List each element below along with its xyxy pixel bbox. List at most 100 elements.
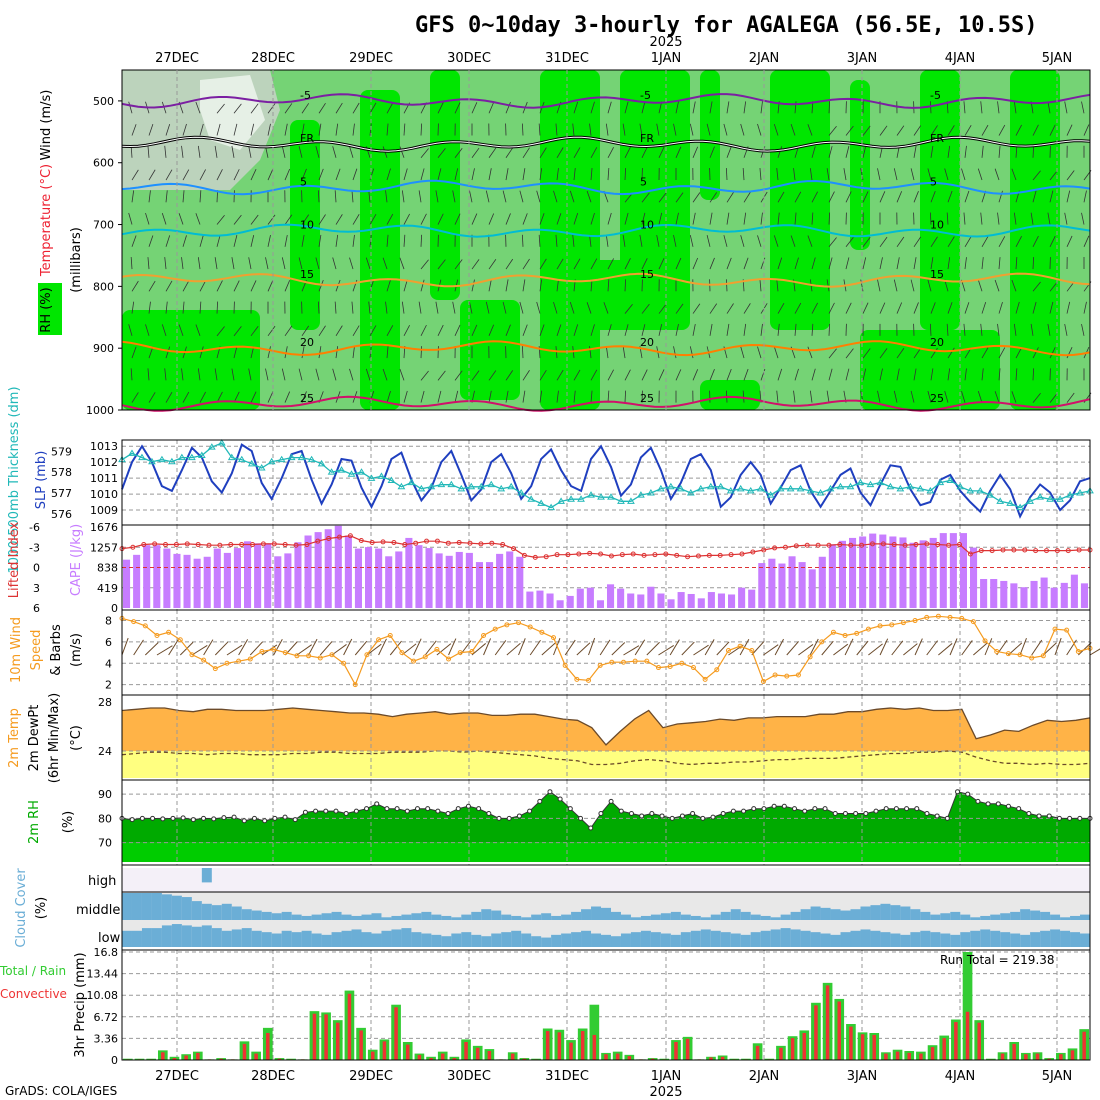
cloud-low-bar: [680, 932, 691, 947]
contour-label: FR: [300, 132, 314, 145]
wind10m-speed-point: [457, 650, 463, 656]
wind-barb: [281, 368, 286, 381]
wind10m-axis-label-3: & Barbs: [49, 624, 64, 676]
cape-bar: [990, 579, 998, 608]
cloud-middle-bar: [421, 911, 432, 920]
cloud-middle-bar: [251, 910, 262, 920]
wind-barb: [284, 103, 293, 114]
li-point: [1043, 548, 1049, 554]
wind-barb: [947, 190, 953, 203]
wind-barb: [485, 190, 490, 203]
wind-barb: [131, 392, 139, 403]
cloud-middle-bar: [960, 914, 971, 920]
wind-barb: [267, 214, 276, 225]
cape-bar: [738, 587, 746, 608]
thickness-point: [876, 478, 885, 486]
wind-barb: [352, 102, 360, 114]
slp-tick-label: 1010: [90, 488, 118, 501]
cloud-middle-label: middle: [76, 903, 120, 918]
wind-barb: [386, 346, 389, 359]
wind-barb: [896, 368, 900, 381]
wind-barb: [298, 257, 303, 270]
wind-barb: [1066, 392, 1075, 403]
wind-barb: [195, 101, 201, 114]
cloud-middle-bar: [1070, 915, 1081, 920]
cloud-low-bar: [211, 928, 222, 947]
cloud-low-bar: [970, 930, 981, 947]
wind-barb: [233, 235, 238, 247]
wind10m-barb: [378, 638, 387, 656]
cloud-low-bar: [780, 928, 791, 947]
wind-barb: [709, 101, 713, 114]
cloud-low-bar: [640, 930, 651, 947]
wind-barb: [828, 323, 831, 336]
wind-barb: [199, 280, 206, 292]
wind-barb: [284, 214, 293, 225]
wind10m-barb: [751, 641, 765, 656]
temp-contour: [121, 340, 1091, 357]
cloud-low-bar: [191, 926, 202, 947]
wind-barb: [420, 148, 429, 159]
wind-barb: [351, 190, 354, 203]
wind-barb: [335, 214, 343, 225]
thickness-point: [716, 482, 725, 490]
rh2m-point: [853, 811, 859, 817]
cape-bar: [405, 537, 413, 608]
wind-barb: [556, 390, 559, 403]
temperature-legend-label: Temperature (°C): [39, 164, 54, 277]
cloud-low-bar: [810, 932, 821, 947]
wind-barb: [469, 190, 473, 203]
contour-label: 10: [640, 219, 654, 232]
wind-barb: [607, 101, 612, 114]
wind-barb: [216, 123, 221, 136]
cloud-middle-bar: [640, 915, 651, 920]
wind10m-speed-point: [702, 676, 708, 682]
cloud-low-bar: [141, 928, 152, 947]
cloud-low-bar: [321, 934, 332, 947]
li-point: [500, 542, 506, 548]
pressure-tick-label: 600: [93, 157, 114, 170]
wind-barb: [1083, 124, 1090, 136]
rh2m-point: [934, 813, 940, 819]
wind-barb: [793, 168, 796, 181]
wind-barb: [250, 325, 259, 337]
wind-barb: [845, 191, 852, 203]
cape-bar: [1030, 580, 1038, 608]
wind-barb: [231, 368, 235, 381]
wind-barb: [893, 390, 898, 403]
wind10m-speed-point: [690, 665, 696, 671]
contour-label: 15: [930, 268, 944, 281]
thickness-point: [906, 482, 915, 490]
wind-barb: [556, 147, 564, 158]
wind-barb: [317, 190, 320, 203]
li-tick-label: -6: [29, 521, 40, 534]
wind-barb: [997, 101, 1000, 114]
precip-convective-bar: [277, 1058, 282, 1060]
contour-label: FR: [640, 132, 654, 145]
wind-barb: [301, 391, 307, 403]
temp2m-axis-label-2: 2m DewPt: [27, 705, 42, 772]
cloud-low-bar: [581, 930, 592, 947]
cloud-low-bar: [231, 929, 242, 947]
thickness-point: [706, 482, 715, 490]
li-point: [826, 542, 832, 548]
cloud-low-bar: [1010, 933, 1021, 947]
wind-barb: [265, 368, 269, 381]
li-point: [1022, 547, 1028, 553]
rh2m-point: [965, 791, 971, 797]
cloud-middle-bar: [800, 909, 811, 920]
cloud-middle-bar: [161, 894, 172, 920]
wind10m-axis-label-2: Speed: [29, 630, 44, 671]
wind10m-speed-point: [994, 649, 1000, 655]
precip-convective-bar: [884, 1053, 888, 1060]
cloud-low-bar: [461, 932, 472, 947]
wind-barb: [420, 213, 427, 225]
wind-barb: [641, 192, 650, 203]
thickness-point: [377, 472, 386, 479]
thickness-point: [916, 484, 925, 492]
cloud-low-bar: [591, 933, 602, 947]
rh2m-point: [628, 811, 634, 817]
wind-barb: [199, 346, 204, 359]
cape-bar: [304, 535, 312, 608]
precip-convective-bar: [161, 1052, 165, 1060]
